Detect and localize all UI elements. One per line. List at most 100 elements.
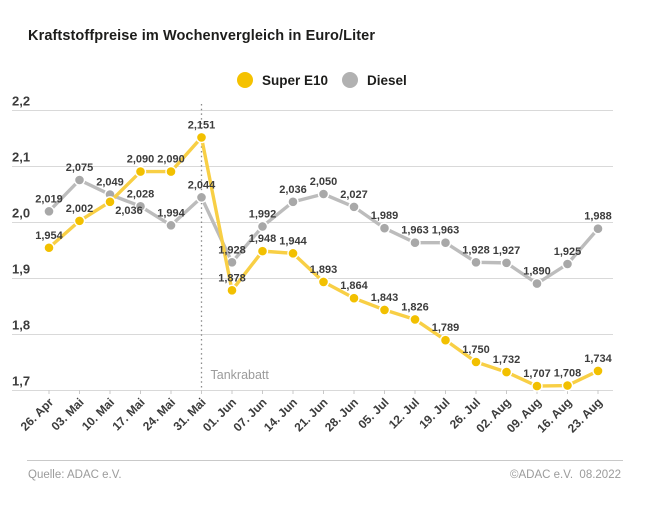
y-axis-tick-label: 1,9 — [12, 262, 30, 277]
data-point-super-e10 — [104, 196, 116, 208]
data-point-diesel — [348, 201, 360, 213]
data-label: 1,878 — [218, 272, 246, 284]
data-point-super-e10 — [439, 334, 452, 346]
data-point-diesel — [165, 219, 177, 232]
x-axis-tick-label: 05. Jul — [355, 395, 391, 431]
data-point-super-e10 — [348, 292, 360, 304]
data-label: 1,890 — [523, 266, 551, 278]
data-point-super-e10 — [592, 365, 604, 377]
data-label: 1,707 — [523, 368, 551, 380]
data-label: 2,090 — [127, 154, 155, 166]
data-point-diesel — [592, 223, 604, 235]
data-point-diesel — [195, 191, 208, 204]
data-label: 2,044 — [188, 179, 216, 191]
legend-item-super-e10: Super E10 — [237, 72, 328, 88]
data-point-diesel — [73, 174, 86, 186]
data-label: 2,002 — [66, 203, 94, 215]
data-label: 1,963 — [401, 225, 429, 237]
x-axis-tick-label: 23. Aug — [565, 395, 605, 435]
y-axis-tick-label: 1,8 — [12, 318, 30, 333]
data-label: 1,732 — [493, 354, 521, 366]
data-label: 1,826 — [401, 301, 429, 313]
data-point-diesel — [256, 220, 269, 233]
data-point-super-e10 — [165, 165, 177, 178]
source-note: Quelle: ADAC e.V. — [28, 469, 122, 481]
data-label: 2,090 — [157, 154, 185, 166]
data-point-diesel — [439, 237, 452, 249]
data-label: 1,708 — [554, 368, 582, 380]
data-point-super-e10 — [470, 356, 482, 368]
copyright-note: ©ADAC e.V. 08.2022 — [510, 469, 621, 481]
data-label: 1,927 — [493, 245, 521, 257]
data-label: 1,928 — [218, 244, 246, 256]
data-point-diesel — [287, 196, 299, 208]
data-label: 1,948 — [249, 233, 277, 245]
y-axis-tick-label: 1,7 — [12, 374, 30, 389]
data-label: 1,992 — [249, 208, 277, 220]
footer-divider — [27, 460, 623, 461]
data-label: 1,843 — [371, 292, 399, 304]
series-line-super-e10 — [47, 135, 599, 388]
data-label: 1,893 — [310, 264, 338, 276]
chart-title: Kraftstoffpreise im Wochenvergleich in E… — [28, 28, 376, 44]
data-point-super-e10 — [378, 304, 391, 316]
y-axis-tick-label: 2,2 — [12, 94, 30, 109]
data-label: 2,028 — [127, 188, 155, 200]
data-label: 2,036 — [115, 205, 143, 217]
legend-item-diesel: Diesel — [342, 72, 407, 88]
data-label: 1,988 — [584, 211, 612, 223]
x-axis-tick-label: 26. Apr — [18, 395, 57, 434]
data-point-super-e10 — [317, 276, 330, 288]
data-label: 1,994 — [157, 207, 185, 219]
data-label: 1,789 — [432, 322, 460, 334]
data-point-diesel — [134, 200, 147, 213]
data-point-super-e10 — [409, 313, 421, 326]
data-point-super-e10 — [73, 215, 86, 227]
x-axis-tick-label: 10. Mai — [79, 395, 117, 433]
data-point-diesel — [470, 256, 482, 269]
data-label: 2,075 — [66, 162, 94, 174]
data-label: 1,954 — [35, 230, 63, 242]
y-axis-tick-label: 2,1 — [12, 150, 30, 165]
legend-label-diesel: Diesel — [367, 72, 407, 88]
data-label: 2,049 — [96, 177, 124, 189]
tankrabatt-annotation: Tankrabatt — [211, 368, 270, 382]
data-point-diesel — [531, 277, 543, 290]
data-point-diesel — [378, 222, 391, 234]
data-label: 1,989 — [371, 210, 399, 222]
data-point-diesel — [43, 205, 55, 218]
data-label: 1,928 — [462, 244, 490, 256]
x-axis-tick-label: 03. Mai — [48, 395, 86, 433]
data-label: 2,151 — [188, 119, 216, 131]
data-point-super-e10 — [561, 379, 574, 392]
x-axis-tick-label: 12. Jul — [386, 395, 422, 431]
data-point-super-e10 — [256, 245, 269, 257]
x-axis-tick-label: 24. Mai — [140, 395, 178, 433]
super-e10-dot-icon — [237, 72, 253, 88]
chart-legend: Super E10 Diesel — [237, 72, 412, 88]
data-point-diesel — [409, 237, 421, 249]
legend-label-super-e10: Super E10 — [262, 72, 329, 88]
data-label: 1,925 — [554, 246, 582, 258]
data-label: 1,944 — [279, 235, 307, 247]
x-axis-tick-label: 17. Mai — [109, 395, 147, 433]
data-label: 2,036 — [279, 184, 307, 196]
data-point-super-e10 — [531, 380, 543, 392]
data-point-super-e10 — [195, 131, 208, 144]
diesel-dot-icon — [342, 72, 359, 88]
data-point-super-e10 — [287, 247, 299, 260]
data-point-super-e10 — [226, 284, 238, 297]
data-point-super-e10 — [500, 366, 513, 378]
data-label: 2,027 — [340, 189, 368, 201]
data-point-diesel — [500, 257, 513, 269]
y-axis-tick-label: 2,0 — [12, 206, 30, 221]
data-point-super-e10 — [43, 242, 55, 254]
x-axis-tick-label: 28. Jun — [322, 395, 361, 434]
data-label: 1,750 — [462, 344, 490, 356]
data-point-diesel — [561, 258, 574, 270]
data-point-super-e10 — [134, 165, 147, 178]
x-axis-tick-label: 19. Jul — [416, 395, 452, 431]
data-label: 1,963 — [432, 225, 460, 237]
data-label: 2,050 — [310, 176, 338, 188]
